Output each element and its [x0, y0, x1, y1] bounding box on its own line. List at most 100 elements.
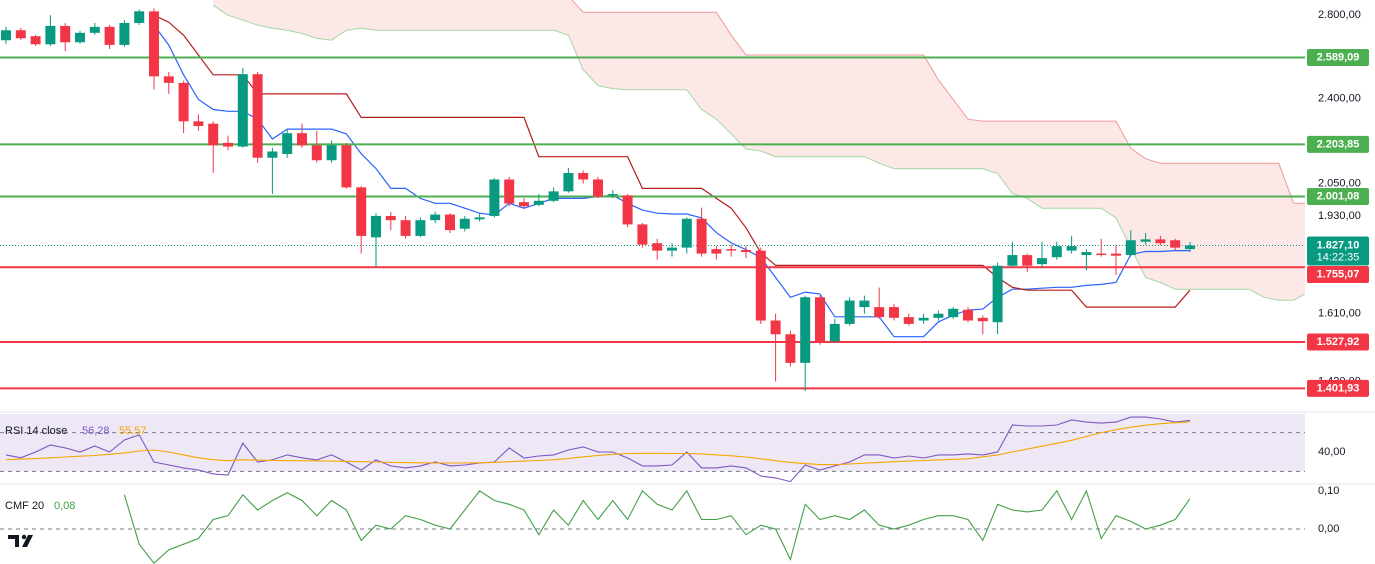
- y-tick-label: 0,00: [1318, 523, 1339, 535]
- candle-body: [208, 123, 219, 146]
- panel: [0, 414, 1305, 482]
- candle-body: [223, 142, 233, 147]
- candle-body: [341, 145, 352, 188]
- candle-body: [1140, 239, 1151, 242]
- logo: [8, 534, 33, 547]
- candle-body: [1037, 258, 1047, 265]
- candle-body: [992, 265, 1003, 323]
- candle-body: [459, 218, 470, 229]
- candle-body: [741, 249, 751, 253]
- candle-body: [415, 220, 426, 236]
- candle-body: [593, 179, 603, 197]
- logo-dot: [21, 534, 27, 540]
- level-price-box: [1307, 266, 1369, 284]
- level-price-label: 1.527,92: [1317, 336, 1360, 348]
- candle-body: [282, 133, 293, 154]
- candle-body: [1185, 245, 1195, 250]
- candle-body: [1111, 253, 1121, 256]
- candle-body: [755, 250, 766, 321]
- candle-body: [371, 215, 381, 238]
- indicator-line: [5, 416, 1191, 482]
- panel: [0, 489, 1305, 564]
- candle-body: [1081, 252, 1092, 256]
- y-tick-label: 1.610,00: [1318, 308, 1361, 320]
- y-tick-label: 1.930,00: [1318, 210, 1361, 222]
- level-price-label: 1.401,93: [1317, 382, 1360, 394]
- candle-body: [489, 179, 500, 216]
- y-tick-label: 40,00: [1318, 446, 1346, 458]
- candle-body: [622, 195, 633, 225]
- indicator-line: [153, 14, 1191, 308]
- candle-body: [977, 317, 988, 322]
- candle-body: [163, 76, 174, 83]
- cloud-upper-line: [571, 0, 1305, 204]
- level-price-label: 1.755,07: [1317, 268, 1360, 280]
- candle-body: [859, 300, 870, 308]
- candle-body: [385, 215, 396, 221]
- cloud-area: [213, 0, 1305, 301]
- indicator-line: [5, 421, 1191, 466]
- level-price-box: [1307, 379, 1369, 397]
- candle-body: [815, 297, 825, 342]
- level-price-label: 2.001,08: [1317, 190, 1360, 202]
- y-tick-label: 2.800,00: [1318, 9, 1361, 21]
- candle-body: [267, 151, 278, 158]
- candle-body: [1125, 240, 1136, 256]
- candle-body: [607, 194, 618, 196]
- level-price-label: 2.589,09: [1317, 51, 1360, 63]
- candle-body: [30, 36, 41, 45]
- candle-body: [119, 22, 130, 45]
- candle-body: [770, 320, 781, 335]
- candle-body: [149, 11, 159, 77]
- last-price-label: 1.827,10: [1317, 239, 1360, 251]
- candle-body: [474, 217, 485, 220]
- candle-body: [800, 297, 811, 363]
- candle-body: [918, 317, 929, 321]
- candle-body: [1, 30, 11, 41]
- candle-body: [45, 25, 56, 45]
- level-price-box: [1307, 48, 1369, 66]
- candle-body: [637, 224, 648, 245]
- level-price-box: [1307, 333, 1369, 351]
- candle-body: [874, 307, 885, 318]
- candle-body: [578, 172, 589, 180]
- indicator-line: [123, 489, 1191, 564]
- candle-body: [519, 202, 529, 207]
- candle-body: [548, 191, 559, 201]
- candle-body: [563, 172, 574, 192]
- candle-body: [504, 179, 515, 204]
- indicator-value: 55,57: [119, 425, 147, 437]
- candle-body: [60, 25, 71, 43]
- indicator-value: 0,08: [54, 500, 75, 512]
- candle-body: [89, 26, 100, 33]
- y-tick-label: 0,10: [1318, 485, 1339, 497]
- candle-body: [711, 249, 722, 254]
- candle-body: [15, 30, 26, 39]
- candle-body: [1096, 253, 1107, 256]
- level-price-box: [1307, 135, 1369, 153]
- candle-body: [1066, 246, 1077, 251]
- candle-body: [1155, 239, 1166, 244]
- candle-body: [889, 307, 899, 318]
- candle-body: [652, 243, 663, 251]
- candle-body: [533, 200, 544, 205]
- candle-body: [311, 145, 322, 161]
- candle-body: [1007, 255, 1018, 266]
- candle-body: [948, 308, 959, 318]
- candle-body: [104, 26, 115, 45]
- logo-mark: [22, 535, 33, 547]
- candle-body: [681, 218, 692, 248]
- candle-body: [297, 133, 307, 146]
- candle-body: [237, 74, 248, 147]
- band: [0, 414, 1305, 472]
- indicator-value: 56,28: [82, 425, 110, 437]
- candle-body: [134, 11, 145, 23]
- candle-body: [400, 220, 411, 236]
- candle-body: [844, 300, 855, 324]
- candle-body: [356, 187, 367, 236]
- indicator-title: RSI 14 close: [5, 425, 67, 437]
- level-price-label: 2.203,85: [1317, 138, 1360, 150]
